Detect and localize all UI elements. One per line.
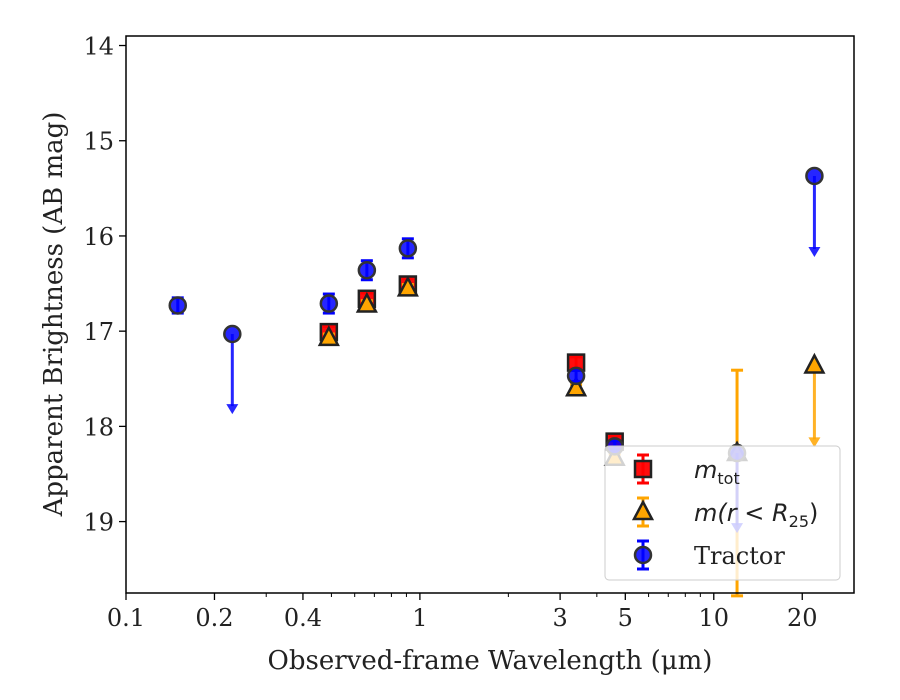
x-axis-label: Observed-frame Wavelength (μm)	[268, 646, 713, 676]
y-axis-label: Apparent Brightness (AB mag)	[39, 112, 69, 518]
plot-frame	[125, 35, 855, 594]
axes: 0.1 0.2 0.4 1 3 5 10 20 14 15 16 17 18 19	[83, 33, 855, 632]
tractor-point	[357, 259, 377, 282]
x-ticks: 0.1 0.2 0.4 1 3 5 10 20	[107, 593, 818, 632]
legend-marker-tractor	[633, 545, 653, 565]
tractor-point	[566, 366, 586, 386]
tractor-point	[223, 324, 242, 415]
mr25-point	[355, 291, 378, 313]
legend-items: mtot m(r < R25) Tractor	[631, 453, 818, 571]
tractor-point	[398, 237, 418, 260]
tractor-point	[319, 292, 339, 315]
mr25-point	[803, 352, 826, 448]
y-tick-label: 16	[83, 223, 114, 251]
x-tick-label: 20	[787, 604, 818, 632]
limit-arrow-head	[226, 404, 239, 415]
y-ticks: 14 15 16 17 18 19	[83, 33, 126, 537]
mr25-point	[396, 275, 419, 297]
tractor-marker	[223, 324, 242, 344]
legend-label-tractor: Tractor	[694, 542, 785, 570]
x-tick-label: 0.1	[107, 604, 145, 632]
legend-item-mtot: mtot	[633, 453, 740, 488]
tractor-point	[168, 296, 188, 315]
tractor-marker	[168, 296, 188, 315]
x-tick-label: 0.2	[195, 604, 233, 632]
legend-item-mr25: m(r < R25)	[631, 496, 818, 531]
limit-arrow-head	[808, 246, 821, 257]
mr25-marker	[317, 325, 340, 347]
legend-marker-mr25	[631, 499, 655, 521]
y-tick-label: 17	[83, 318, 114, 346]
tractor-marker	[357, 260, 377, 280]
limit-arrow-head	[808, 437, 821, 448]
legend-item-tractor: Tractor	[633, 539, 785, 571]
tractor-marker	[805, 166, 824, 186]
y-tick-label: 19	[83, 509, 114, 537]
x-tick-label: 1	[412, 604, 427, 632]
mr25-marker	[565, 375, 588, 397]
legend-label-mtot: mtot	[694, 456, 740, 488]
x-tick-label: 10	[699, 604, 730, 632]
legend-label-mr25: m(r < R25)	[694, 499, 818, 531]
tractor-marker	[566, 366, 586, 386]
x-tick-label: 5	[618, 604, 633, 632]
legend: mtot m(r < R25) Tractor	[604, 445, 841, 581]
tractor-point	[805, 166, 824, 257]
legend-frame	[604, 445, 841, 581]
mr25-marker	[803, 352, 826, 374]
legend-marker-mtot	[633, 459, 653, 479]
mr25-point	[317, 325, 340, 347]
tractor-marker	[319, 294, 339, 313]
y-tick-label: 18	[83, 413, 114, 441]
x-tick-label: 0.4	[284, 604, 322, 632]
x-tick-label: 3	[552, 604, 567, 632]
y-tick-label: 15	[83, 128, 114, 156]
tractor-marker	[398, 239, 418, 258]
y-tick-label: 14	[83, 33, 114, 61]
mr25-marker	[355, 291, 378, 313]
mr25-marker	[396, 275, 419, 297]
